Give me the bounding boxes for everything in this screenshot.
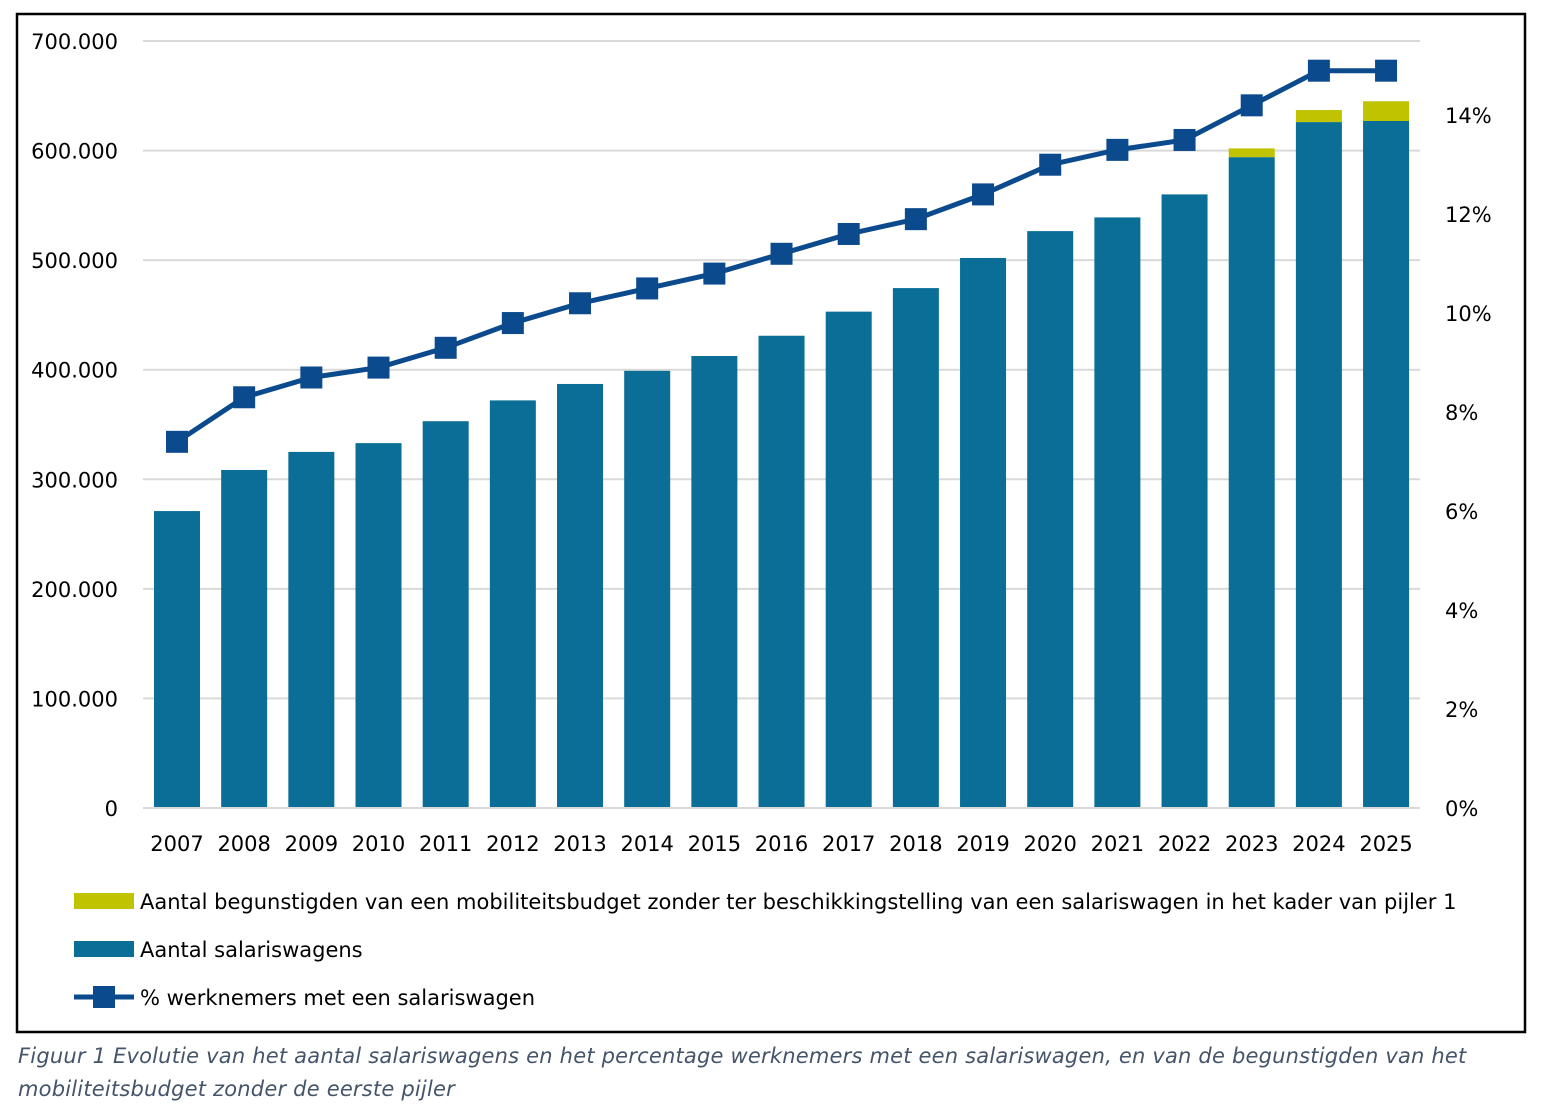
bar-salariswagens xyxy=(892,288,939,808)
y-left-tick-label: 600.000 xyxy=(31,140,118,164)
bar-salariswagens xyxy=(154,511,200,808)
bar-salariswagens xyxy=(557,383,604,808)
bar-salariswagens xyxy=(288,451,335,808)
legend-label: % werknemers met een salariswagen xyxy=(140,986,535,1010)
bar-salariswagens xyxy=(825,311,872,808)
line-marker xyxy=(501,312,524,335)
bar-salariswagens xyxy=(758,335,805,808)
y-right-tick-label: 10% xyxy=(1445,302,1492,326)
x-tick-label: 2008 xyxy=(217,832,270,856)
y-right-tick-label: 0% xyxy=(1445,797,1478,821)
x-tick-label: 2014 xyxy=(620,832,673,856)
x-tick-label: 2018 xyxy=(889,832,942,856)
bar-salariswagens xyxy=(489,400,536,808)
x-tick-label: 2009 xyxy=(285,832,338,856)
bar-salariswagens xyxy=(221,469,268,808)
x-tick-label: 2025 xyxy=(1359,832,1412,856)
bar-mobiliteitsbudget xyxy=(1295,110,1342,123)
line-marker xyxy=(569,292,592,315)
line-marker xyxy=(434,336,457,359)
y-right-tick-label: 14% xyxy=(1445,104,1492,128)
legend-label: Aantal salariswagens xyxy=(140,938,363,962)
bar-salariswagens xyxy=(422,421,469,808)
line-marker xyxy=(1106,138,1129,161)
line-marker xyxy=(904,208,927,231)
caption-line-1: Figuur 1 Evolutie van het aantal salaris… xyxy=(18,1044,1467,1068)
bar-salariswagens xyxy=(960,257,1007,808)
line-marker xyxy=(1375,59,1398,82)
bar-salariswagens xyxy=(1295,122,1342,808)
x-tick-label: 2022 xyxy=(1158,832,1211,856)
bar-salariswagens xyxy=(624,370,671,808)
y-left-tick-label: 0 xyxy=(105,797,118,821)
bar-salariswagens xyxy=(355,443,402,808)
chart-border xyxy=(15,12,1527,1034)
line-marker xyxy=(837,222,860,245)
line-marker xyxy=(703,262,726,285)
line-marker xyxy=(1240,94,1263,117)
y-right-tick-label: 6% xyxy=(1445,500,1478,524)
x-tick-label: 2013 xyxy=(553,832,606,856)
figure-caption: Figuur 1 Evolutie van het aantal salaris… xyxy=(18,1040,1528,1106)
legend-swatch xyxy=(74,893,134,909)
x-tick-label: 2007 xyxy=(150,832,203,856)
caption-line-2: mobiliteitsbudget zonder de eerste pijle… xyxy=(18,1077,455,1101)
bar-salariswagens xyxy=(1094,217,1141,808)
x-tick-label: 2020 xyxy=(1023,832,1076,856)
bar-salariswagens xyxy=(691,356,738,808)
y-left-tick-label: 300.000 xyxy=(31,468,118,492)
line-marker xyxy=(1039,153,1062,176)
x-tick-label: 2019 xyxy=(956,832,1009,856)
line-marker xyxy=(166,430,188,453)
legend-label: Aantal begunstigden van een mobiliteitsb… xyxy=(140,890,1456,914)
x-tick-label: 2012 xyxy=(486,832,539,856)
bar-salariswagens xyxy=(1161,194,1208,808)
y-left-tick-label: 200.000 xyxy=(31,578,118,602)
line-marker xyxy=(367,356,390,379)
line-marker xyxy=(770,242,793,265)
y-left-tick-label: 500.000 xyxy=(31,249,118,273)
x-tick-label: 2010 xyxy=(352,832,405,856)
line-marker xyxy=(972,183,995,206)
x-tick-label: 2021 xyxy=(1091,832,1144,856)
x-tick-label: 2015 xyxy=(688,832,741,856)
y-left-tick-label: 700.000 xyxy=(31,30,118,54)
line-marker xyxy=(636,277,659,300)
y-left-tick-label: 400.000 xyxy=(31,359,118,383)
bar-mobiliteitsbudget xyxy=(1228,148,1275,158)
y-right-tick-label: 8% xyxy=(1445,401,1478,425)
bar-salariswagens xyxy=(1363,120,1410,809)
bar-mobiliteitsbudget xyxy=(1363,101,1410,121)
legend-swatch-marker xyxy=(93,986,115,1008)
y-left-tick-label: 100.000 xyxy=(31,687,118,711)
line-marker xyxy=(233,386,256,409)
x-tick-label: 2016 xyxy=(755,832,808,856)
x-tick-label: 2011 xyxy=(419,832,472,856)
y-right-tick-label: 2% xyxy=(1445,698,1478,722)
line-marker xyxy=(1173,128,1196,151)
bar-salariswagens xyxy=(1228,157,1275,808)
bar-salariswagens xyxy=(1027,231,1074,808)
x-tick-label: 2024 xyxy=(1292,832,1345,856)
legend-swatch xyxy=(74,941,134,957)
y-right-tick-label: 4% xyxy=(1445,599,1478,623)
line-marker xyxy=(300,366,323,389)
y-right-tick-label: 12% xyxy=(1445,203,1492,227)
line-marker xyxy=(1307,59,1330,82)
x-tick-label: 2017 xyxy=(822,832,875,856)
x-tick-label: 2023 xyxy=(1225,832,1278,856)
